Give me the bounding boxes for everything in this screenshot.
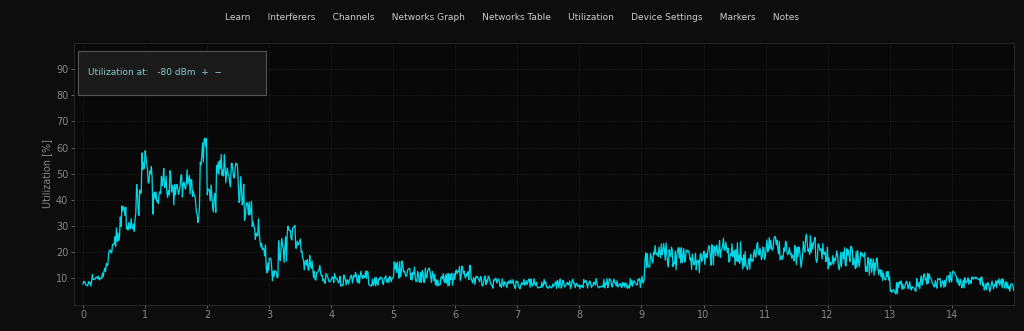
Y-axis label: Utilization [%]: Utilization [%] [42, 139, 51, 208]
Text: Learn      Interferers      Channels      Networks Graph      Networks Table    : Learn Interferers Channels Networks Grap… [225, 13, 799, 22]
FancyBboxPatch shape [79, 51, 266, 95]
Text: Utilization at:   -80 dBm  +  −: Utilization at: -80 dBm + − [88, 69, 222, 77]
